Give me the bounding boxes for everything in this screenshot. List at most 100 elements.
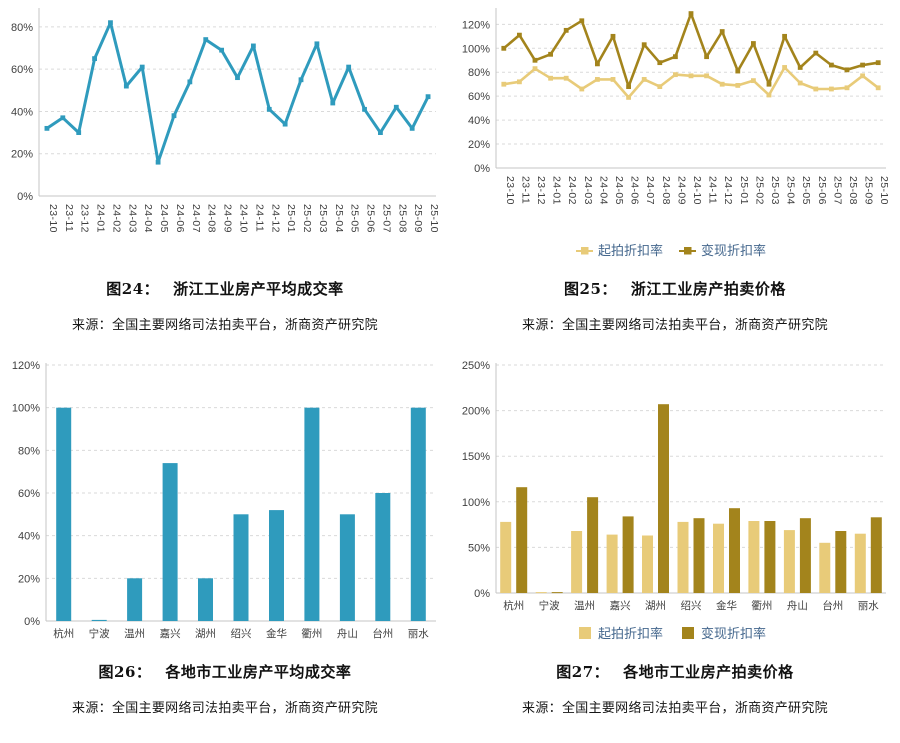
svg-text:200%: 200% [462, 406, 490, 418]
svg-text:250%: 250% [462, 360, 490, 372]
svg-text:23-11: 23-11 [63, 204, 75, 232]
svg-text:0%: 0% [474, 163, 490, 175]
svg-text:24-09: 24-09 [675, 176, 687, 205]
svg-text:24-02: 24-02 [566, 176, 578, 205]
svg-text:40%: 40% [468, 115, 490, 127]
svg-text:嘉兴: 嘉兴 [610, 599, 631, 612]
figure-27: 0% 50% 100% 150% 200% 250% 杭州 宁波 温州 嘉兴 湖州 绍兴 金华 衢州 舟山 台… [450, 357, 900, 716]
fig26-bar-chart: 0% 20% 40% 60% 80% 100% 120% 杭州 宁波 温州 嘉兴 湖州 绍兴 金华 衢州 舟山… [12, 360, 436, 640]
svg-text:100%: 100% [12, 403, 40, 415]
svg-text:衢州: 衢州 [751, 600, 772, 612]
svg-text:台州: 台州 [372, 627, 393, 640]
fig27-bar-chart: 0% 50% 100% 150% 200% 250% 杭州 宁波 温州 嘉兴 湖州 绍兴 金华 衢州 舟山 台… [462, 360, 886, 641]
svg-text:24-06: 24-06 [629, 176, 641, 205]
svg-text:100%: 100% [462, 43, 490, 55]
svg-text:24-10: 24-10 [691, 176, 703, 205]
svg-text:24-07: 24-07 [190, 204, 202, 233]
svg-text:24-11: 24-11 [253, 204, 265, 232]
svg-text:23-12: 23-12 [535, 176, 547, 205]
svg-text:80%: 80% [11, 22, 33, 34]
svg-text:25-07: 25-07 [380, 204, 392, 233]
fig25-source: 来源：全国主要网络司法拍卖平台，浙商资产研究院 [522, 318, 828, 333]
svg-text:24-01: 24-01 [551, 176, 563, 205]
figure-26: 0% 20% 40% 60% 80% 100% 120% 杭州 宁波 温州 嘉兴 湖州 绍兴 金华 衢州 舟山… [0, 357, 450, 716]
svg-text:杭州: 杭州 [53, 627, 74, 640]
svg-text:变现折扣率: 变现折扣率 [701, 626, 766, 641]
svg-text:25-08: 25-08 [396, 204, 408, 233]
svg-text:25-06: 25-06 [365, 204, 377, 233]
svg-text:金华: 金华 [716, 599, 737, 612]
svg-text:23-10: 23-10 [504, 176, 516, 205]
svg-text:绍兴: 绍兴 [681, 599, 702, 612]
svg-text:宁波: 宁波 [89, 627, 110, 640]
svg-text:起拍折扣率: 起拍折扣率 [598, 243, 663, 258]
svg-text:24-04: 24-04 [597, 176, 609, 205]
svg-text:25-01: 25-01 [285, 204, 297, 233]
svg-text:温州: 温州 [124, 628, 145, 640]
svg-text:绍兴: 绍兴 [231, 627, 252, 640]
svg-text:60%: 60% [11, 64, 33, 76]
svg-text:起拍折扣率: 起拍折扣率 [598, 626, 663, 641]
svg-text:60%: 60% [18, 488, 40, 500]
svg-text:80%: 80% [18, 445, 40, 457]
svg-text:嘉兴: 嘉兴 [160, 627, 181, 640]
fig24-title: 浙江工业房产平均成交率 [173, 280, 344, 298]
svg-text:60%: 60% [468, 91, 490, 103]
svg-text:20%: 20% [18, 573, 40, 585]
svg-text:40%: 40% [11, 106, 33, 118]
svg-text:湖州: 湖州 [195, 628, 216, 640]
svg-text:24-03: 24-03 [126, 204, 138, 233]
fig24-source: 来源：全国主要网络司法拍卖平台，浙商资产研究院 [72, 318, 378, 333]
fig26-title: 各地市工业房产平均成交率 [165, 663, 352, 681]
svg-text:24-08: 24-08 [660, 176, 672, 205]
svg-text:杭州: 杭州 [503, 599, 524, 612]
fig26-caption: 图26： 各地市工业房产平均成交率 [99, 661, 352, 682]
svg-text:25-10: 25-10 [878, 176, 890, 205]
svg-text:24-10: 24-10 [238, 204, 250, 233]
svg-text:20%: 20% [11, 149, 33, 161]
svg-text:25-02: 25-02 [753, 176, 765, 205]
svg-text:0%: 0% [17, 191, 33, 203]
svg-text:丽水: 丽水 [408, 628, 429, 640]
svg-text:0%: 0% [24, 616, 40, 628]
svg-text:23-12: 23-12 [79, 204, 91, 233]
svg-text:25-02: 25-02 [301, 204, 313, 233]
svg-text:舟山: 舟山 [787, 599, 808, 612]
svg-text:衢州: 衢州 [301, 628, 322, 640]
svg-text:24-07: 24-07 [644, 176, 656, 205]
svg-text:舟山: 舟山 [337, 627, 358, 640]
svg-text:50%: 50% [468, 542, 490, 554]
fig24-number: 图24： [106, 280, 160, 298]
fig27-number: 图27： [556, 663, 610, 681]
svg-text:25-10: 25-10 [428, 204, 440, 233]
svg-text:24-09: 24-09 [222, 204, 234, 233]
svg-text:24-12: 24-12 [269, 204, 281, 233]
svg-text:40%: 40% [18, 531, 40, 543]
fig25-line-chart: 0% 20% 40% 60% 80% 100% 120% 23-10 23-11 23-12 24-… [462, 8, 890, 258]
svg-text:25-06: 25-06 [816, 176, 828, 205]
svg-text:台州: 台州 [822, 599, 843, 612]
svg-text:25-09: 25-09 [863, 176, 875, 205]
svg-text:24-03: 24-03 [582, 176, 594, 205]
fig25-caption: 图25： 浙江工业房产拍卖价格 [564, 278, 786, 299]
svg-text:120%: 120% [12, 360, 40, 372]
fig25-number: 图25： [564, 280, 617, 298]
svg-text:23-10: 23-10 [47, 204, 59, 233]
svg-text:变现折扣率: 变现折扣率 [701, 243, 766, 258]
svg-text:24-06: 24-06 [174, 204, 186, 233]
svg-text:25-04: 25-04 [333, 204, 345, 233]
fig27-source: 来源：全国主要网络司法拍卖平台，浙商资产研究院 [522, 701, 828, 716]
svg-text:25-08: 25-08 [847, 176, 859, 205]
fig25-title: 浙江工业房产拍卖价格 [630, 280, 786, 298]
svg-text:25-01: 25-01 [738, 176, 750, 205]
svg-text:湖州: 湖州 [645, 600, 666, 612]
svg-text:100%: 100% [462, 497, 490, 509]
svg-text:24-02: 24-02 [110, 204, 122, 233]
svg-text:24-11: 24-11 [707, 176, 719, 204]
fig26-number: 图26： [98, 663, 152, 681]
svg-text:25-09: 25-09 [412, 204, 424, 233]
svg-text:20%: 20% [468, 139, 490, 151]
svg-text:25-04: 25-04 [785, 176, 797, 205]
fig24-line-chart: 0% 20% 40% 60% 80% 23-10 23-11 23-12 24-01 24-02 2… [11, 8, 440, 233]
svg-text:24-04: 24-04 [142, 204, 154, 233]
